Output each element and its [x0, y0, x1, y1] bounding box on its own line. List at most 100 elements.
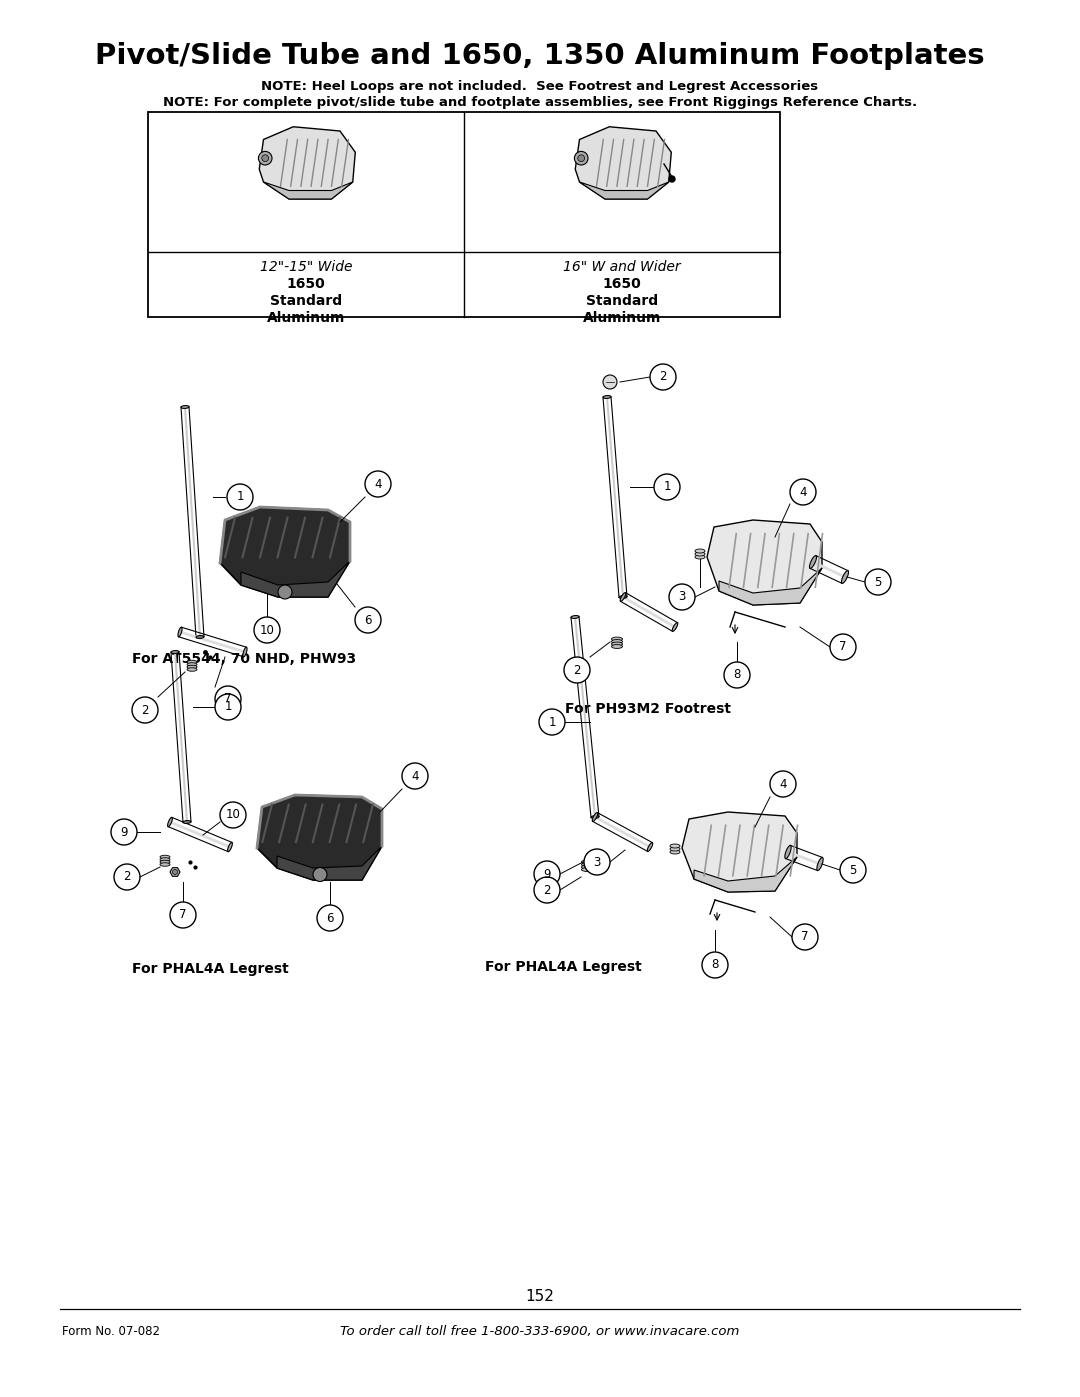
Text: 1: 1: [225, 700, 232, 714]
Ellipse shape: [581, 868, 593, 872]
Circle shape: [111, 819, 137, 845]
Circle shape: [227, 483, 253, 510]
Circle shape: [831, 634, 856, 659]
Text: 9: 9: [120, 826, 127, 838]
Text: NOTE: For complete pivot/slide tube and footplate assemblies, see Front Riggings: NOTE: For complete pivot/slide tube and …: [163, 96, 917, 109]
Text: For PH93M2 Footrest: For PH93M2 Footrest: [565, 703, 731, 717]
Ellipse shape: [160, 861, 170, 863]
Ellipse shape: [670, 849, 680, 854]
Circle shape: [603, 374, 617, 388]
Ellipse shape: [571, 616, 579, 619]
Polygon shape: [580, 182, 669, 198]
Text: 152: 152: [526, 1289, 554, 1303]
Ellipse shape: [672, 623, 678, 631]
Ellipse shape: [841, 570, 849, 584]
Text: 10: 10: [259, 623, 274, 637]
FancyBboxPatch shape: [148, 112, 780, 317]
Text: 7: 7: [839, 640, 847, 654]
Ellipse shape: [670, 844, 680, 848]
Text: 4: 4: [799, 486, 807, 499]
Polygon shape: [170, 868, 180, 876]
Text: 8: 8: [733, 669, 741, 682]
Ellipse shape: [187, 668, 197, 671]
Text: 9: 9: [543, 868, 551, 880]
Circle shape: [258, 151, 272, 165]
Polygon shape: [576, 127, 672, 198]
Ellipse shape: [171, 651, 179, 654]
Circle shape: [770, 771, 796, 798]
Text: For PHAL4A Legrest: For PHAL4A Legrest: [132, 963, 288, 977]
Text: 4: 4: [780, 778, 786, 791]
Ellipse shape: [243, 647, 247, 657]
Text: 1: 1: [549, 715, 556, 728]
Text: 3: 3: [678, 591, 686, 604]
Circle shape: [173, 869, 177, 875]
Ellipse shape: [581, 862, 593, 866]
Text: Form No. 07-082: Form No. 07-082: [62, 1324, 160, 1338]
Ellipse shape: [785, 845, 792, 859]
Text: 4: 4: [375, 478, 381, 490]
Text: Aluminum: Aluminum: [583, 312, 661, 326]
Text: Aluminum: Aluminum: [267, 312, 346, 326]
Text: 2: 2: [659, 370, 666, 384]
Text: 2: 2: [543, 883, 551, 897]
Text: To order call toll free 1-800-333-6900, or www.invacare.com: To order call toll free 1-800-333-6900, …: [340, 1324, 740, 1338]
Circle shape: [355, 608, 381, 633]
Ellipse shape: [228, 842, 232, 852]
Ellipse shape: [611, 640, 622, 644]
Ellipse shape: [611, 637, 622, 641]
Polygon shape: [707, 520, 822, 605]
Circle shape: [564, 657, 590, 683]
Polygon shape: [259, 127, 355, 198]
Text: Pivot/Slide Tube and 1650, 1350 Aluminum Footplates: Pivot/Slide Tube and 1650, 1350 Aluminum…: [95, 42, 985, 70]
Circle shape: [402, 763, 428, 789]
Text: 16" W and Wider: 16" W and Wider: [563, 260, 680, 274]
Ellipse shape: [619, 595, 627, 598]
Text: 6: 6: [326, 911, 334, 925]
Text: For AT5544, 70 NHD, PHW93: For AT5544, 70 NHD, PHW93: [132, 652, 356, 666]
Ellipse shape: [696, 555, 705, 559]
Circle shape: [313, 868, 327, 882]
Circle shape: [114, 863, 140, 890]
Text: 4: 4: [411, 770, 419, 782]
Ellipse shape: [187, 665, 197, 669]
Circle shape: [215, 694, 241, 719]
Ellipse shape: [620, 592, 625, 601]
Polygon shape: [241, 562, 350, 597]
Ellipse shape: [181, 405, 189, 408]
Text: 2: 2: [141, 704, 149, 717]
Text: 1: 1: [237, 490, 244, 503]
Text: 7: 7: [801, 930, 809, 943]
Circle shape: [261, 155, 269, 162]
Circle shape: [669, 176, 675, 182]
Ellipse shape: [160, 858, 170, 861]
Circle shape: [534, 877, 561, 902]
Ellipse shape: [696, 552, 705, 556]
Circle shape: [702, 951, 728, 978]
Ellipse shape: [670, 847, 680, 851]
Ellipse shape: [167, 817, 173, 827]
Text: 12"-15" Wide: 12"-15" Wide: [260, 260, 352, 274]
Ellipse shape: [810, 556, 816, 569]
Circle shape: [789, 479, 816, 504]
Circle shape: [575, 151, 588, 165]
Ellipse shape: [195, 636, 204, 638]
Ellipse shape: [187, 661, 197, 664]
Circle shape: [215, 686, 241, 712]
Text: 6: 6: [364, 613, 372, 626]
Circle shape: [584, 849, 610, 875]
Circle shape: [132, 697, 158, 724]
Circle shape: [170, 902, 195, 928]
Text: NOTE: Heel Loops are not included.  See Footrest and Legrest Accessories: NOTE: Heel Loops are not included. See F…: [261, 80, 819, 94]
Ellipse shape: [592, 813, 597, 821]
Text: For PHAL4A Legrest: For PHAL4A Legrest: [485, 960, 642, 974]
Text: 2: 2: [123, 870, 131, 883]
Circle shape: [539, 710, 565, 735]
Circle shape: [792, 923, 818, 950]
Polygon shape: [257, 795, 382, 880]
Circle shape: [578, 155, 584, 162]
Ellipse shape: [611, 643, 622, 645]
Ellipse shape: [647, 842, 652, 851]
Ellipse shape: [160, 855, 170, 859]
Ellipse shape: [581, 861, 593, 863]
